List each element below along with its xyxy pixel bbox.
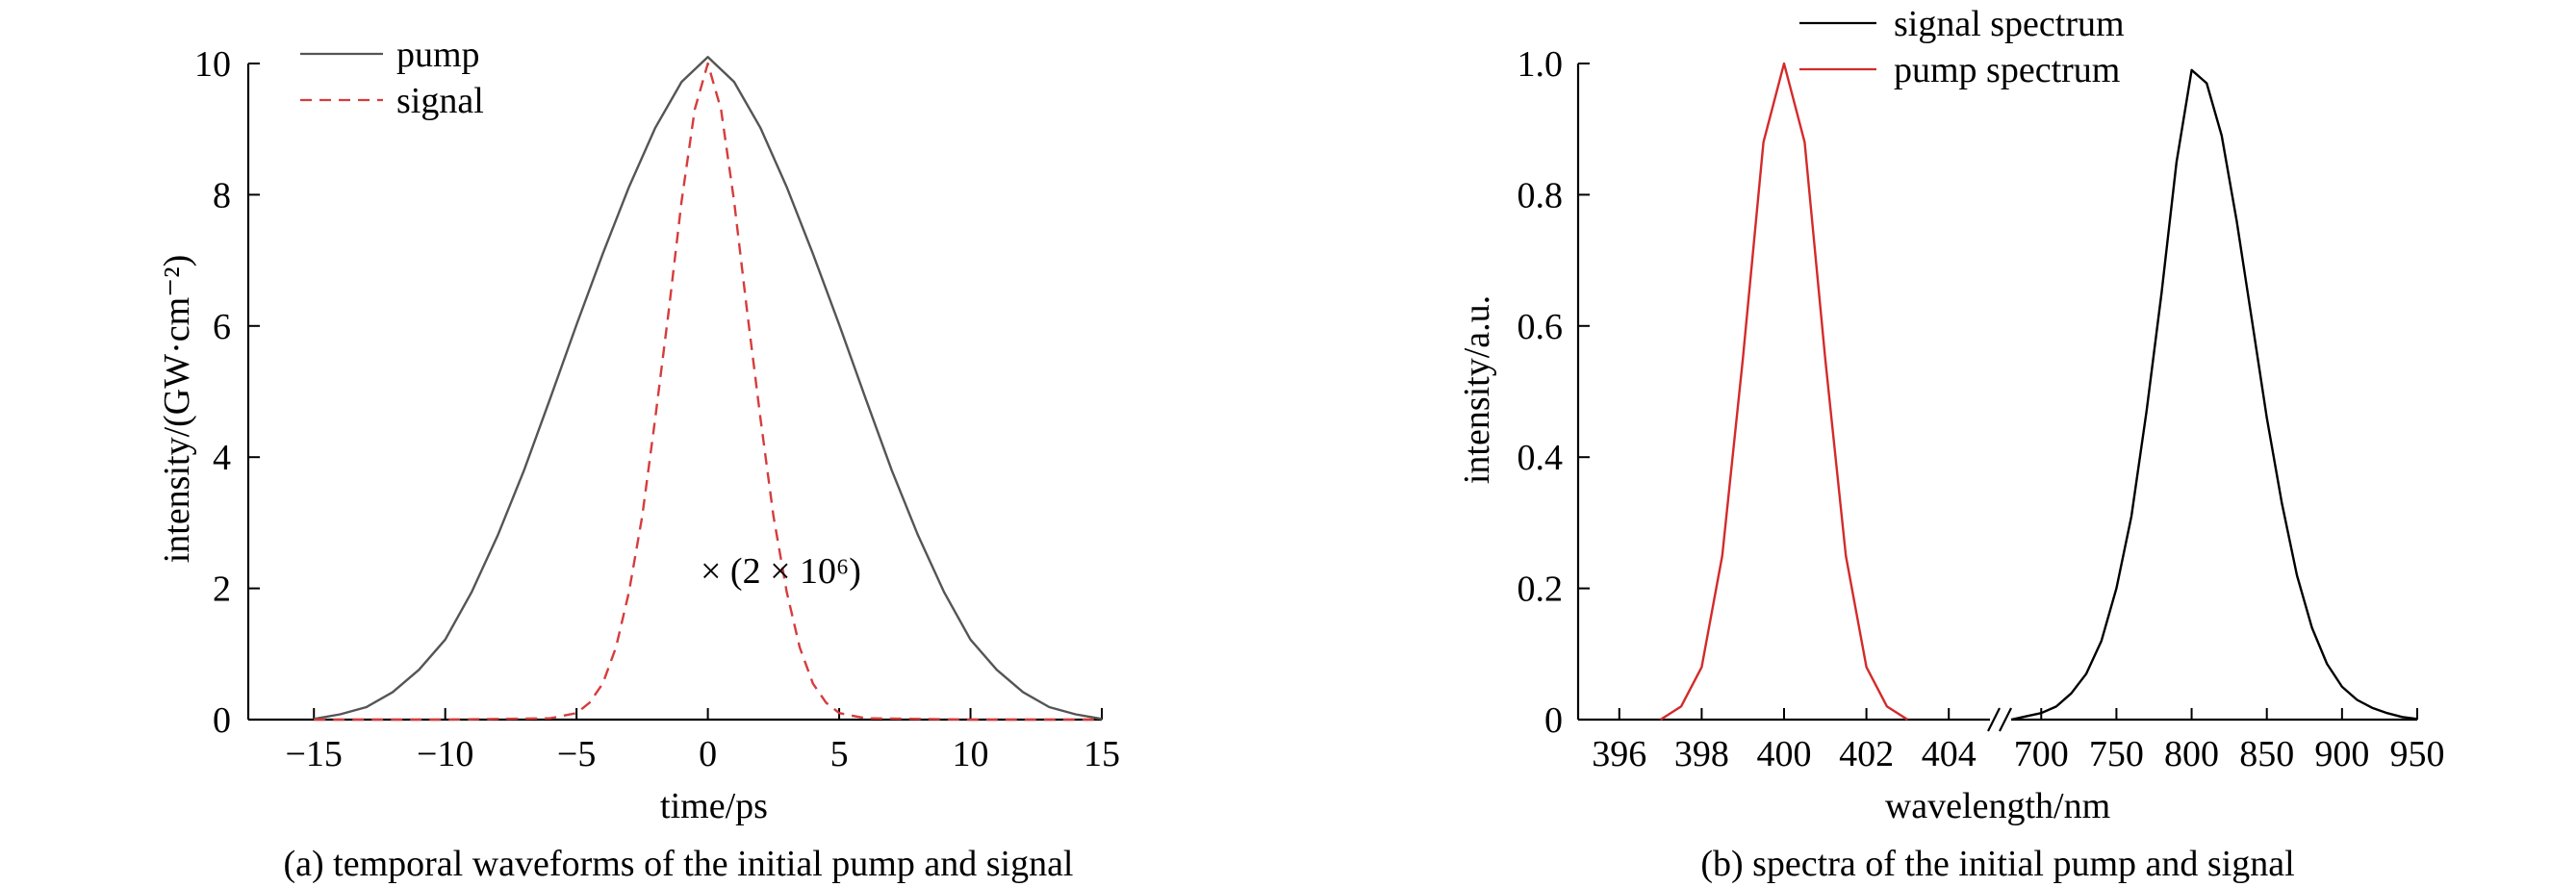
panel-b-x-tick-label: 850: [2239, 734, 2294, 774]
panel-a-scale-annotation: × (2 × 10⁶): [701, 551, 861, 592]
panel-b-x-tick-label: 700: [2014, 734, 2069, 774]
panel-a-temporal-waveforms: −15 −10 −5 0 5 10 15 0 2 4 6 8 10 time/ps intensity…: [157, 35, 1120, 884]
panel-b-x-tick-label: 396: [1592, 734, 1646, 774]
panel-b-x-tick-label: 900: [2314, 734, 2369, 774]
panel-b-axes: [1576, 63, 2417, 732]
panel-b-y-tick-label: 0.8: [1518, 175, 1564, 215]
panel-b-x-tick-label: 398: [1674, 734, 1729, 774]
panel-a-x-tick-label: −10: [417, 734, 473, 774]
panel-b-x-tick-label: 402: [1839, 734, 1894, 774]
panel-a-x-tick-label: 5: [830, 734, 849, 774]
panel-b-x-tick-label: 800: [2164, 734, 2219, 774]
panel-b-y-tick-label: 0.6: [1518, 307, 1564, 347]
panel-a-y-tick-label: 8: [213, 175, 231, 215]
panel-b-x-tick-label: 404: [1922, 734, 1977, 774]
panel-b-x-tick-label: 400: [1757, 734, 1812, 774]
panel-a-axes: [246, 63, 1102, 722]
panel-b-y-ticks: 0 0.2 0.4 0.6 0.8 1.0: [1518, 44, 1590, 741]
panel-b-y-tick-label: 0.4: [1518, 438, 1564, 478]
panel-a-y-tick-label: 2: [213, 570, 231, 610]
legend-pump-spectrum-label: pump spectrum: [1894, 50, 2120, 90]
panel-a-x-tick-label: 0: [699, 734, 717, 774]
panel-a-legend: pump signal: [300, 35, 484, 121]
panel-b-y-axis-label: intensity/a.u.: [1457, 295, 1497, 484]
panel-b-caption: (b) spectra of the initial pump and sign…: [1700, 844, 2294, 884]
panel-b-x-axis-label: wavelength/nm: [1885, 786, 2110, 826]
panel-b-x-ticks: 396 398 400 402 404 700 750 800 850 900 950: [1592, 708, 2445, 774]
panel-a-x-tick-label: −5: [557, 734, 596, 774]
panel-b-y-tick-label: 0.2: [1518, 570, 1564, 610]
panel-a-y-tick-label: 6: [213, 307, 231, 347]
panel-a-x-tick-label: 15: [1084, 734, 1120, 774]
panel-a-series: [313, 56, 1103, 722]
panel-a-y-ticks: 0 2 4 6 8 10: [194, 44, 260, 741]
axis-break-marker: [1987, 707, 2012, 732]
pump-series-line: [313, 56, 1103, 721]
legend-pump-label: pump: [396, 35, 480, 75]
panel-b-spectra: 396 398 400 402 404 700 750 800 850 900 950 0 0.2 0.…: [1457, 4, 2445, 884]
panel-b-legend: signal spectrum pump spectrum: [1799, 4, 2125, 90]
panel-b-x-tick-label: 750: [2089, 734, 2144, 774]
panel-b-y-tick-label: 1.0: [1518, 44, 1564, 85]
panel-b-y-tick-label: 0: [1544, 700, 1563, 741]
panel-a-x-tick-label: 10: [953, 734, 989, 774]
legend-signal-label: signal: [396, 81, 484, 121]
panel-a-y-tick-label: 0: [213, 700, 231, 741]
panel-a-y-tick-label: 10: [194, 44, 231, 85]
panel-b-series: [1659, 62, 2418, 722]
panel-a-y-tick-label: 4: [213, 438, 231, 478]
panel-a-x-ticks: −15 −10 −5 0 5 10 15: [286, 708, 1120, 774]
panel-a-x-tick-label: −15: [286, 734, 343, 774]
legend-signal-spectrum-label: signal spectrum: [1894, 4, 2125, 44]
panel-b-x-tick-label: 950: [2390, 734, 2445, 774]
panel-a-y-axis-label: intensity/(GW·cm⁻²): [157, 255, 197, 564]
pump-spectrum-line: [1659, 62, 1909, 722]
panel-a-caption: (a) temporal waveforms of the initial pu…: [284, 844, 1074, 884]
panel-a-x-axis-label: time/ps: [660, 786, 768, 826]
signal-spectrum-line: [2010, 68, 2418, 722]
signal-series-line: [314, 62, 1102, 722]
